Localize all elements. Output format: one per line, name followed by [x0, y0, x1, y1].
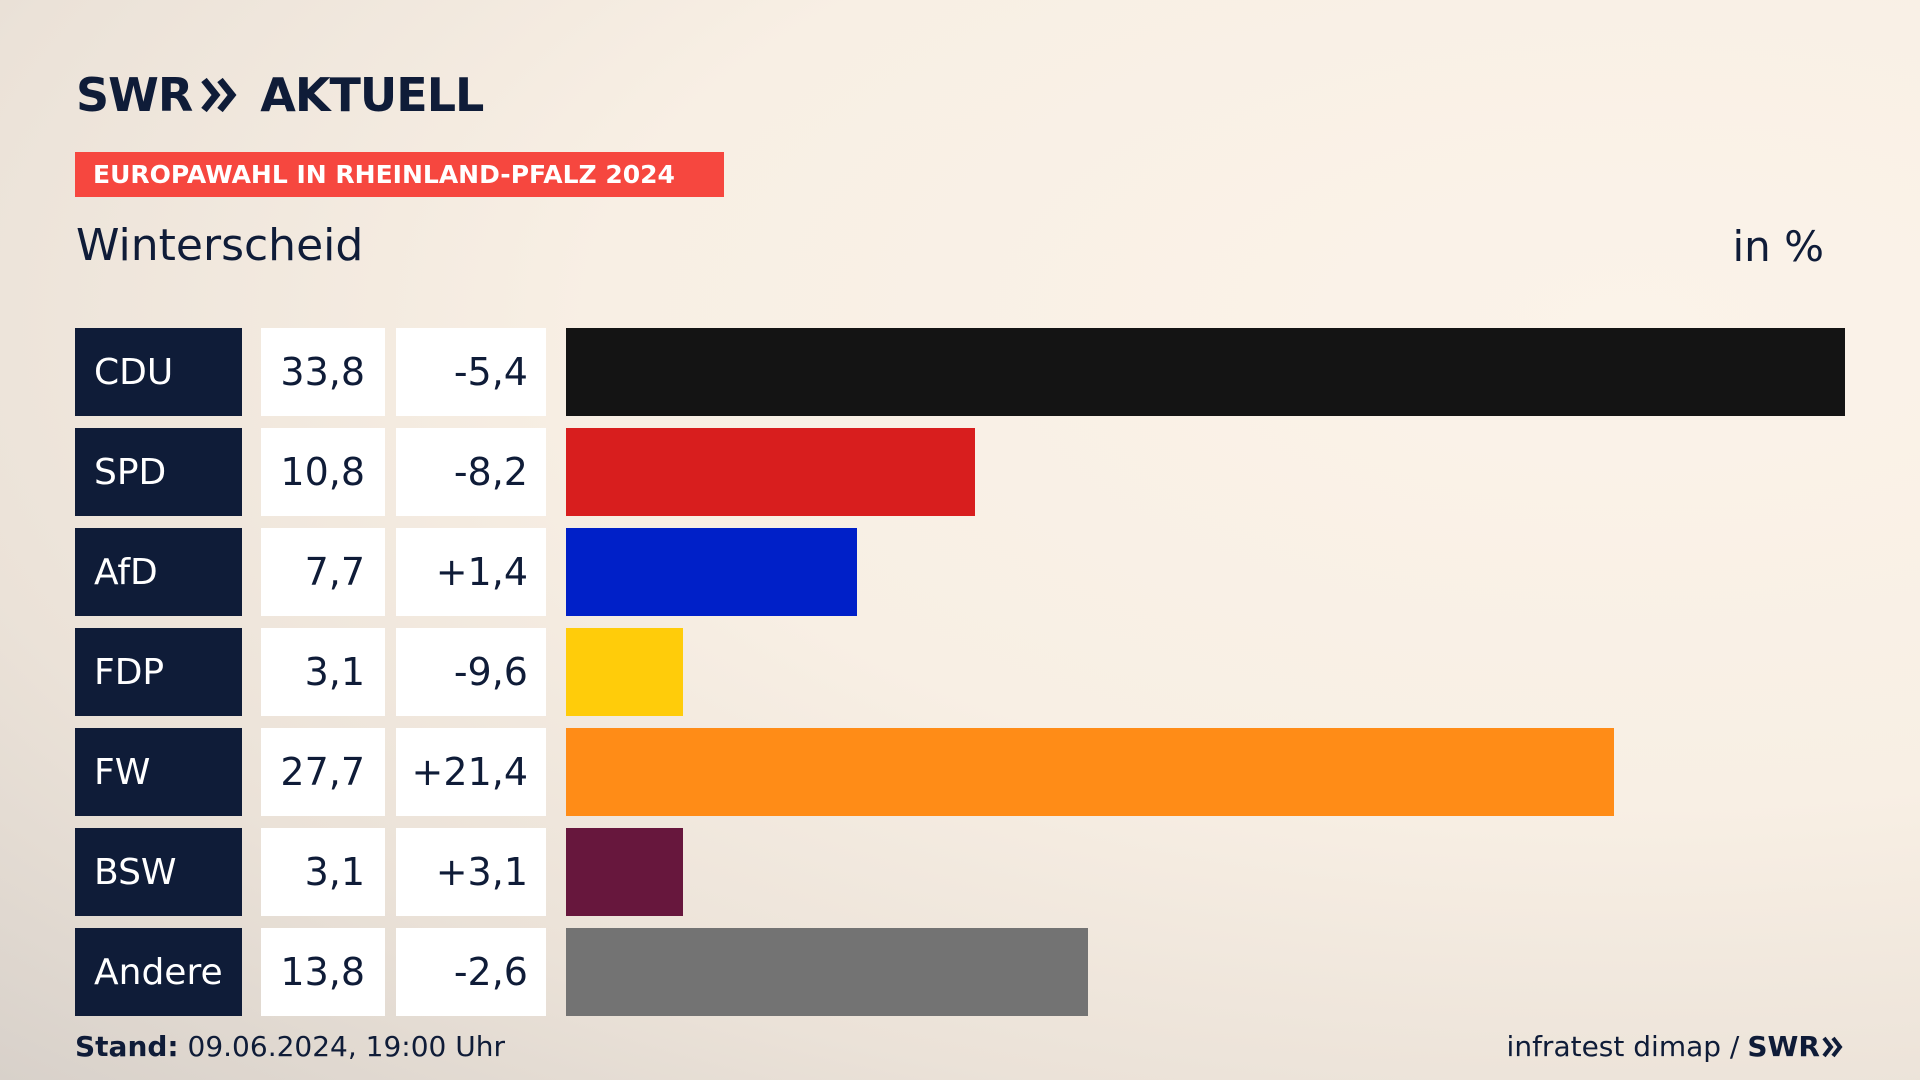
vote-share-value: 3,1	[261, 628, 385, 716]
vote-share-value: 13,8	[261, 928, 385, 1016]
vote-change-value: -2,6	[396, 928, 546, 1016]
swr-brand-text: SWR	[1747, 1030, 1820, 1063]
vote-share-value: 33,8	[261, 328, 385, 416]
chart-row: FW 27,7 +21,4	[75, 728, 1845, 816]
vote-change-value: +21,4	[396, 728, 546, 816]
election-banner: EUROPAWAHL IN RHEINLAND-PFALZ 2024	[75, 152, 724, 197]
vote-change-value: -5,4	[396, 328, 546, 416]
logo-aktuell-text: AKTUELL	[260, 68, 484, 122]
source-label: infratest dimap /	[1506, 1030, 1740, 1063]
vote-share-value: 10,8	[261, 428, 385, 516]
chevron-double-icon	[1822, 1036, 1843, 1057]
stand-label: Stand:	[75, 1030, 179, 1063]
swr-aktuell-logo: SWR AKTUELL	[76, 68, 484, 122]
stand-value: 09.06.2024, 19:00 Uhr	[187, 1030, 505, 1063]
vote-share-value: 27,7	[261, 728, 385, 816]
bar-cdu	[566, 328, 1845, 416]
bar-bsw	[566, 828, 683, 916]
bar-spd	[566, 428, 975, 516]
bar-afd	[566, 528, 857, 616]
chart-row: BSW 3,1 +3,1	[75, 828, 1845, 916]
party-label: BSW	[75, 828, 242, 916]
chart-row: FDP 3,1 -9,6	[75, 628, 1845, 716]
footer-timestamp: Stand: 09.06.2024, 19:00 Uhr	[75, 1030, 505, 1063]
party-label: AfD	[75, 528, 242, 616]
vote-share-value: 3,1	[261, 828, 385, 916]
vote-change-value: +3,1	[396, 828, 546, 916]
chart-row: SPD 10,8 -8,2	[75, 428, 1845, 516]
chart-row: AfD 7,7 +1,4	[75, 528, 1845, 616]
vote-change-value: -8,2	[396, 428, 546, 516]
party-label: CDU	[75, 328, 242, 416]
vote-change-value: -9,6	[396, 628, 546, 716]
party-label: FW	[75, 728, 242, 816]
party-label: FDP	[75, 628, 242, 716]
party-label: Andere	[75, 928, 242, 1016]
vote-share-value: 7,7	[261, 528, 385, 616]
chart-row: CDU 33,8 -5,4	[75, 328, 1845, 416]
unit-label: in %	[1732, 222, 1824, 271]
footer-source: infratest dimap / SWR	[1507, 1030, 1844, 1063]
region-title: Winterscheid	[76, 220, 364, 271]
bar-andere	[566, 928, 1088, 1016]
bar-fw	[566, 728, 1614, 816]
vote-change-value: +1,4	[396, 528, 546, 616]
chevron-double-icon	[200, 77, 238, 113]
party-label: SPD	[75, 428, 242, 516]
chart-row: Andere 13,8 -2,6	[75, 928, 1845, 1016]
logo-swr-text: SWR	[76, 68, 193, 122]
bar-fdp	[566, 628, 683, 716]
swr-brand: SWR	[1747, 1030, 1844, 1063]
